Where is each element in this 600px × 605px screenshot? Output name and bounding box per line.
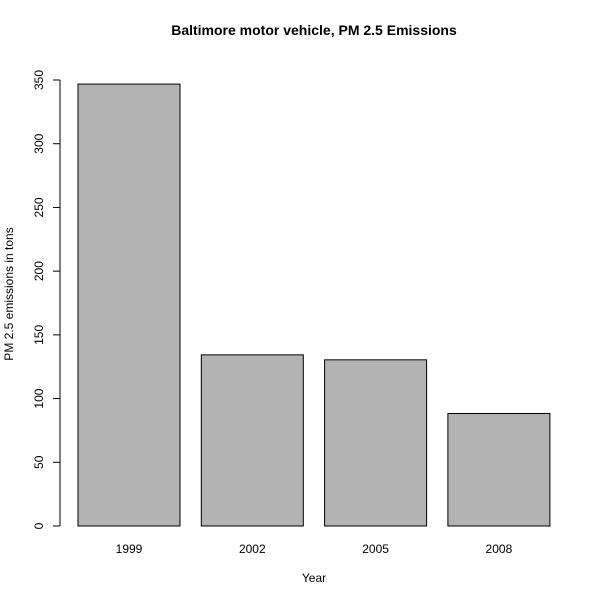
bars-group	[77, 83, 551, 527]
x-tick-label: 1999	[116, 542, 143, 556]
bar-2005	[324, 359, 428, 527]
x-tick-label: 2005	[362, 542, 389, 556]
x-tick-label: 2008	[486, 542, 513, 556]
y-tick-label: 50	[32, 455, 46, 469]
x-axis-labels: 1999 2002 2005 2008	[116, 542, 513, 556]
y-tick-label: 0	[32, 522, 46, 529]
y-axis-title: PM 2.5 emissions in tons	[2, 227, 16, 360]
y-tick-label: 150	[32, 325, 46, 345]
y-tick-label: 100	[32, 388, 46, 408]
chart-title: Baltimore motor vehicle, PM 2.5 Emission…	[171, 22, 457, 38]
x-axis-title: Year	[302, 571, 326, 585]
bar-1999	[77, 83, 181, 527]
y-axis: 0 50 100 150 200 250 300 350	[32, 70, 61, 529]
y-tick-label: 200	[32, 261, 46, 281]
bar-2002	[200, 354, 304, 527]
y-tick-label: 300	[32, 133, 46, 153]
y-tick-label: 250	[32, 197, 46, 217]
y-tick-label: 350	[32, 70, 46, 90]
x-tick-label: 2002	[239, 542, 266, 556]
bar-2008	[447, 412, 551, 527]
